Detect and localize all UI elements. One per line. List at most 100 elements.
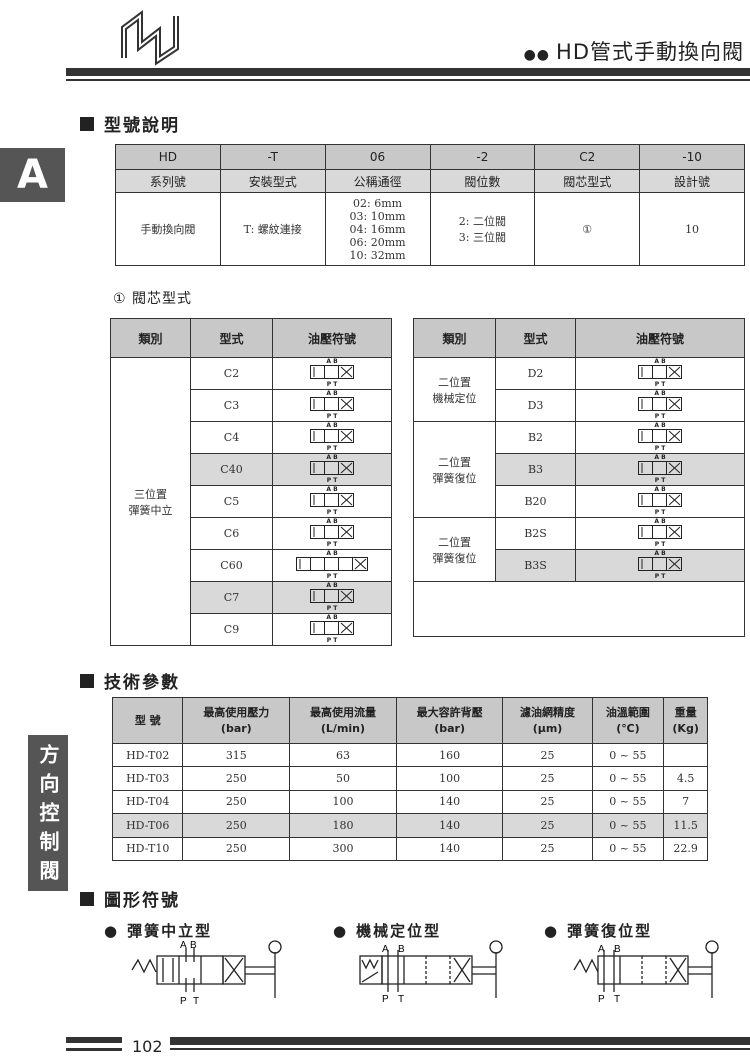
spool-table-three-position: 類別 型式 油壓符號 三位置 彈簧中立 C2 A B P T C3 A B P T C4 A B P T… xyxy=(110,318,392,646)
heading-text: 技術參數 xyxy=(104,673,180,693)
spec-cell: 25 xyxy=(502,789,593,815)
spool-row: 二位置 機械定位 D2 A B P T xyxy=(413,357,745,422)
square-bullet-icon xyxy=(80,116,94,131)
spec-cell: 250 xyxy=(182,766,291,791)
port-label-bottom: P T xyxy=(326,413,338,420)
port-label-bottom: P T xyxy=(326,381,338,388)
code-cell: 06 xyxy=(324,144,431,170)
column-header: 油壓符號 xyxy=(272,318,392,358)
spec-cell: 0 ~ 55 xyxy=(591,836,665,861)
spec-cell: 250 xyxy=(182,836,291,861)
footer-rule xyxy=(66,1037,122,1043)
code-cell: -10 xyxy=(639,144,745,170)
code-cell: C2 xyxy=(534,144,641,170)
label-cell: 閥位數 xyxy=(429,169,536,193)
port-label-bottom: P T xyxy=(326,541,338,548)
port-label-top: A B xyxy=(326,614,338,621)
footer-rule xyxy=(170,1048,750,1050)
port-a-label: A xyxy=(598,944,605,955)
spool-symbol-icon xyxy=(638,365,682,379)
value-line: ① xyxy=(582,222,593,236)
port-p-label: P xyxy=(382,994,389,1005)
spool-symbol-icon xyxy=(310,525,354,539)
spool-row: 三位置 彈簧中立 C2 A B P T xyxy=(110,357,392,646)
spec-cell: 25 xyxy=(502,766,593,791)
symbol-label-text: 彈簧復位型 xyxy=(567,922,653,940)
bullet-icon: ● xyxy=(104,922,120,940)
value-cell: ① xyxy=(534,192,641,266)
column-header: 型式 xyxy=(190,318,273,358)
port-label-top: A B xyxy=(654,454,666,461)
port-label-bottom: P T xyxy=(326,477,338,484)
header-line: (Kg) xyxy=(672,721,699,735)
hydraulic-symbol: A B P T xyxy=(296,550,368,580)
side-category: 方向控制閥 xyxy=(28,735,68,891)
spec-cell: 50 xyxy=(289,766,397,791)
spec-cell: HD-T04 xyxy=(111,789,184,815)
spec-cell: HD-T03 xyxy=(111,766,184,791)
category-cell: 二位置 彈簧復位 xyxy=(413,421,496,518)
spec-cell: 100 xyxy=(289,789,397,815)
spec-cell: 0 ~ 55 xyxy=(591,789,665,815)
spec-row: HD-T04 250 100 140 25 0 ~ 55 7 xyxy=(111,789,708,815)
value-cell: 手動換向閥 xyxy=(115,192,221,266)
spool-row: C5 A B P T xyxy=(111,485,392,518)
port-label-top: A B xyxy=(326,518,338,525)
symbol-cell: A B P T xyxy=(272,581,392,614)
value-line: 2: 二位閥 xyxy=(458,215,506,228)
port-label-bottom: P T xyxy=(654,509,666,516)
spool-symbol-icon xyxy=(638,429,682,443)
header-line: 油溫範圍 xyxy=(605,705,650,719)
column-header: 型式 xyxy=(495,318,576,358)
symbol-label-detent: ● 機械定位型 xyxy=(333,920,441,941)
spec-cell: 0 ~ 55 xyxy=(591,742,665,768)
type-cell: C9 xyxy=(190,613,273,646)
value-line: 10 xyxy=(685,222,700,236)
spool-table-empty-area xyxy=(413,574,745,637)
type-cell: B3S xyxy=(495,549,576,582)
square-bullet-icon xyxy=(80,891,94,906)
hydraulic-symbol: A B P T xyxy=(310,614,354,644)
spec-row: HD-T02 315 63 160 25 0 ~ 55 xyxy=(111,742,708,768)
spec-cell: 250 xyxy=(182,813,291,838)
type-cell: B2 xyxy=(495,421,576,454)
spec-cell: 22.9 xyxy=(663,836,708,861)
page-title: ●● HD管式手動換向閥 xyxy=(524,36,744,66)
hydraulic-symbol: A B P T xyxy=(638,390,682,420)
spool-row: 二位置 彈簧復位 B2 A B P T xyxy=(413,421,745,518)
spool-row: B3S A B P T xyxy=(414,549,745,582)
symbol-label-spring-return: ● 彈簧復位型 xyxy=(544,920,652,941)
spool-row: C9 A B P T xyxy=(111,613,392,646)
port-t-label: T xyxy=(614,994,620,1005)
column-header: 油壓符號 xyxy=(575,318,745,358)
spool-symbol-icon xyxy=(638,557,682,571)
header-row: 類別 型式 油壓符號 xyxy=(110,318,392,358)
spec-cell xyxy=(663,742,708,768)
value-line: 02: 6mm xyxy=(353,196,403,210)
spool-heading: ① 閥芯型式 xyxy=(113,291,193,307)
type-cell: B3 xyxy=(495,453,576,486)
symbol-label-text: 機械定位型 xyxy=(356,922,442,940)
port-label-bottom: P T xyxy=(654,381,666,388)
value-line: 06: 20mm xyxy=(349,235,406,249)
port-t-label: T xyxy=(398,994,404,1005)
spool-symbol-icon xyxy=(638,525,682,539)
spool-symbol-icon xyxy=(310,397,354,411)
header-row: 類別 型式 油壓符號 xyxy=(413,318,745,358)
header-line: (bar) xyxy=(434,721,466,735)
spec-cell: 100 xyxy=(395,766,504,791)
heading-text: 型號說明 xyxy=(104,116,180,136)
header-line: 型 號 xyxy=(134,713,161,727)
label-cell: 設計號 xyxy=(639,169,745,193)
code-cell: -T xyxy=(219,144,326,170)
port-label-bottom: P T xyxy=(326,573,338,580)
code-cell: HD xyxy=(115,144,221,170)
symbol-cell: A B P T xyxy=(272,613,392,646)
hydraulic-symbol: A B P T xyxy=(310,390,354,420)
code-cell: -2 xyxy=(429,144,536,170)
type-cell: C40 xyxy=(190,453,273,486)
bullet-icon: ● xyxy=(333,922,349,940)
column-header: 最高使用壓力 (bar) xyxy=(182,697,291,744)
label-cell: 公稱通徑 xyxy=(324,169,431,193)
column-header: 濾油網精度 (μm) xyxy=(502,697,593,744)
